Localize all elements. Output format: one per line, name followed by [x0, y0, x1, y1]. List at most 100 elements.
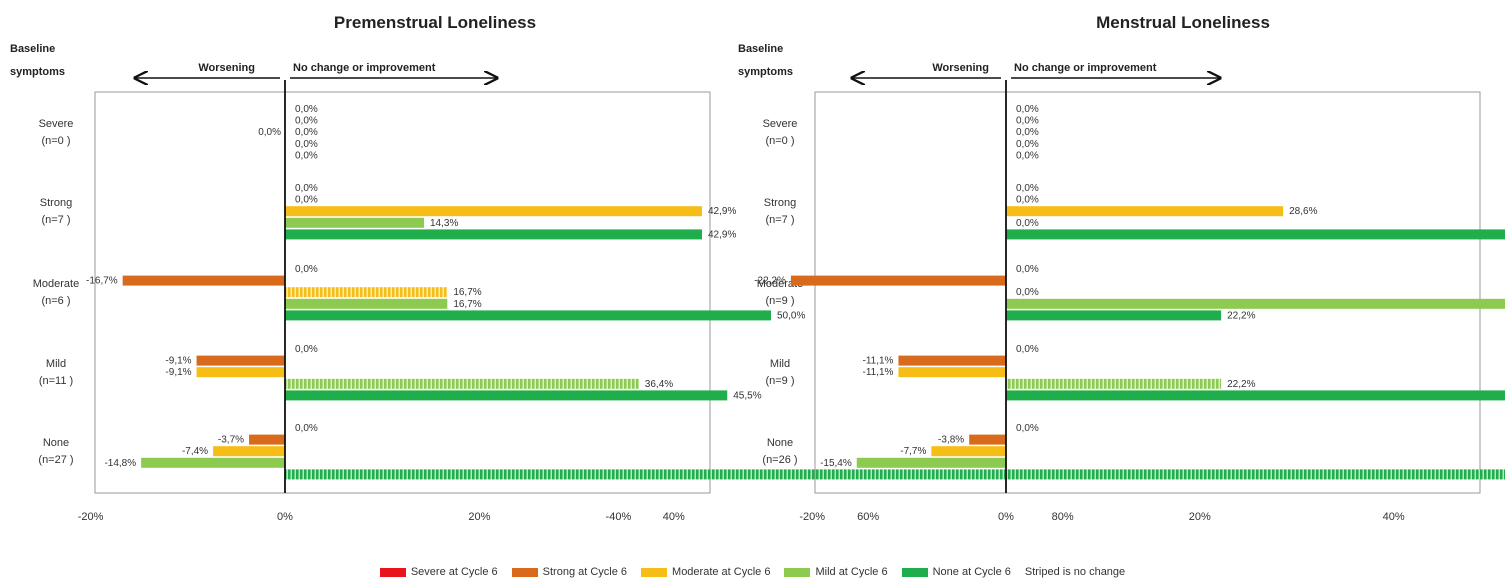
bar-none-moderate-at-cycle-6	[931, 446, 1006, 457]
legend: Severe at Cycle 6 Strong at Cycle 6 Mode…	[0, 562, 1505, 582]
bar-none-mild-at-cycle-6	[856, 457, 1006, 468]
bar-none-strong-at-cycle-6	[969, 434, 1006, 445]
legend-item-severe: Severe at Cycle 6	[379, 566, 498, 578]
data-label-moderate-severe-at-cycle-6: 0,0%	[295, 264, 318, 275]
bar-mild-none-at-cycle-6	[285, 390, 728, 401]
bar-none-moderate-at-cycle-6	[213, 446, 285, 457]
bar-moderate-mild-at-cycle-6	[285, 298, 448, 309]
data-label-moderate-none-at-cycle-6: 50,0%	[777, 310, 805, 321]
data-label-moderate-strong-at-cycle-6: -22,2%	[754, 276, 786, 287]
legend-swatch-moderate	[641, 567, 668, 577]
category-label-none: None	[767, 437, 793, 449]
category-n-moderate: (n=9 )	[765, 295, 794, 307]
data-label-mild-mild-at-cycle-6: 22,2%	[1227, 379, 1255, 390]
baseline-label-line2: symptoms	[10, 66, 65, 78]
legend-swatch-severe	[379, 567, 406, 577]
bar-mild-moderate-at-cycle-6	[898, 367, 1006, 378]
category-n-mild: (n=9 )	[765, 375, 794, 387]
bar-strong-none-at-cycle-6	[285, 229, 702, 240]
data-label-moderate-mild-at-cycle-6: 16,7%	[453, 299, 481, 310]
x-tick-label: -40%	[606, 511, 632, 523]
no-change-label: No change or improvement	[293, 62, 436, 74]
bar-moderate-strong-at-cycle-6	[122, 275, 286, 286]
category-n-mild: (n=11 )	[39, 375, 73, 387]
data-label-none-mild-at-cycle-6: -14,8%	[104, 458, 136, 469]
data-label-severe-none-at-cycle-6: 0,0%	[1016, 150, 1039, 161]
data-label-severe-mild-at-cycle-6: 0,0%	[1016, 139, 1039, 150]
category-n-moderate: (n=6 )	[41, 295, 70, 307]
x-tick-label: 40%	[1383, 511, 1405, 523]
data-label-moderate-none-at-cycle-6: 22,2%	[1227, 310, 1255, 321]
data-label-none-severe-at-cycle-6: 0,0%	[1016, 423, 1039, 434]
data-label-none-mild-at-cycle-6: -15,4%	[820, 458, 852, 469]
legend-label-strong: Strong at Cycle 6	[542, 566, 628, 578]
data-label-strong-none-at-cycle-6: 42,9%	[708, 229, 736, 240]
bar-strong-none-at-cycle-6	[1006, 229, 1505, 240]
category-n-strong: (n=7 )	[765, 214, 794, 226]
legend-label-severe: Severe at Cycle 6	[410, 566, 498, 578]
data-label-extra: 0,0%	[258, 127, 281, 138]
data-label-strong-strong-at-cycle-6: 0,0%	[1016, 195, 1039, 206]
data-label-moderate-strong-at-cycle-6: -16,7%	[86, 276, 118, 287]
bar-moderate-none-at-cycle-6	[285, 310, 771, 321]
data-label-severe-moderate-at-cycle-6: 0,0%	[295, 127, 318, 138]
category-label-none: None	[43, 437, 69, 449]
data-label-moderate-moderate-at-cycle-6: 16,7%	[453, 287, 481, 298]
data-label-severe-mild-at-cycle-6: 0,0%	[295, 139, 318, 150]
data-label-mild-strong-at-cycle-6: -11,1%	[862, 356, 893, 367]
data-label-severe-severe-at-cycle-6: 0,0%	[295, 104, 318, 115]
bar-none-strong-at-cycle-6	[249, 434, 285, 445]
data-label-mild-severe-at-cycle-6: 0,0%	[295, 344, 318, 355]
category-n-severe: (n=0 )	[765, 135, 794, 147]
x-tick-label: 40%	[663, 511, 685, 523]
data-label-none-moderate-at-cycle-6: -7,4%	[182, 446, 208, 457]
legend-swatch-strong	[511, 567, 538, 577]
category-label-moderate: Moderate	[33, 278, 79, 290]
bar-strong-moderate-at-cycle-6	[285, 206, 702, 217]
data-label-strong-severe-at-cycle-6: 0,0%	[1016, 183, 1039, 194]
bar-strong-mild-at-cycle-6	[285, 217, 424, 228]
bar-moderate-moderate-at-cycle-6	[285, 287, 448, 298]
plot-frame	[814, 91, 1481, 494]
data-label-strong-mild-at-cycle-6: 14,3%	[430, 218, 458, 229]
data-label-mild-moderate-at-cycle-6: -11,1%	[862, 367, 893, 378]
baseline-label-line1: Baseline	[738, 43, 783, 55]
x-tick-label: 60%	[857, 511, 879, 523]
data-label-severe-none-at-cycle-6: 0,0%	[295, 150, 318, 161]
bar-moderate-none-at-cycle-6	[1006, 310, 1222, 321]
data-label-severe-strong-at-cycle-6: 0,0%	[1016, 116, 1039, 127]
legend-swatch-mild	[784, 567, 811, 577]
baseline-label-line1: Baseline	[10, 43, 55, 55]
data-label-mild-mild-at-cycle-6: 36,4%	[645, 379, 673, 390]
bar-mild-strong-at-cycle-6	[898, 355, 1006, 366]
plot-frame	[94, 91, 711, 494]
legend-item-mild: Mild at Cycle 6	[784, 566, 888, 578]
legend-swatch-none	[901, 567, 928, 577]
x-tick-label: 20%	[468, 511, 490, 523]
category-label-mild: Mild	[770, 358, 790, 370]
legend-note: Striped is no change	[1024, 566, 1126, 578]
x-tick-label: -20%	[78, 511, 104, 523]
data-label-strong-moderate-at-cycle-6: 42,9%	[708, 206, 736, 217]
legend-label-mild: Mild at Cycle 6	[815, 566, 888, 578]
data-label-mild-none-at-cycle-6: 45,5%	[733, 390, 761, 401]
category-label-strong: Strong	[40, 197, 72, 209]
category-label-mild: Mild	[46, 358, 66, 370]
x-tick-label: 0%	[998, 511, 1014, 523]
data-label-strong-strong-at-cycle-6: 0,0%	[295, 195, 318, 206]
baseline-label-line2: symptoms	[738, 66, 793, 78]
data-label-mild-severe-at-cycle-6: 0,0%	[1016, 344, 1039, 355]
category-n-none: (n=26 )	[762, 454, 797, 466]
legend-item-strong: Strong at Cycle 6	[511, 566, 628, 578]
bar-none-mild-at-cycle-6	[141, 457, 285, 468]
bar-strong-moderate-at-cycle-6	[1006, 206, 1284, 217]
bar-none-none-at-cycle-6	[285, 469, 1006, 480]
data-label-none-moderate-at-cycle-6: -7,7%	[900, 446, 926, 457]
data-label-strong-severe-at-cycle-6: 0,0%	[295, 183, 318, 194]
category-n-strong: (n=7 )	[41, 214, 70, 226]
data-label-strong-moderate-at-cycle-6: 28,6%	[1289, 206, 1317, 217]
bar-mild-mild-at-cycle-6	[1006, 378, 1222, 389]
premenstrual-chart: Premenstrual Loneliness Baseline symptoms W…	[10, 13, 1074, 523]
data-label-severe-moderate-at-cycle-6: 0,0%	[1016, 127, 1039, 138]
category-label-severe: Severe	[763, 118, 798, 130]
